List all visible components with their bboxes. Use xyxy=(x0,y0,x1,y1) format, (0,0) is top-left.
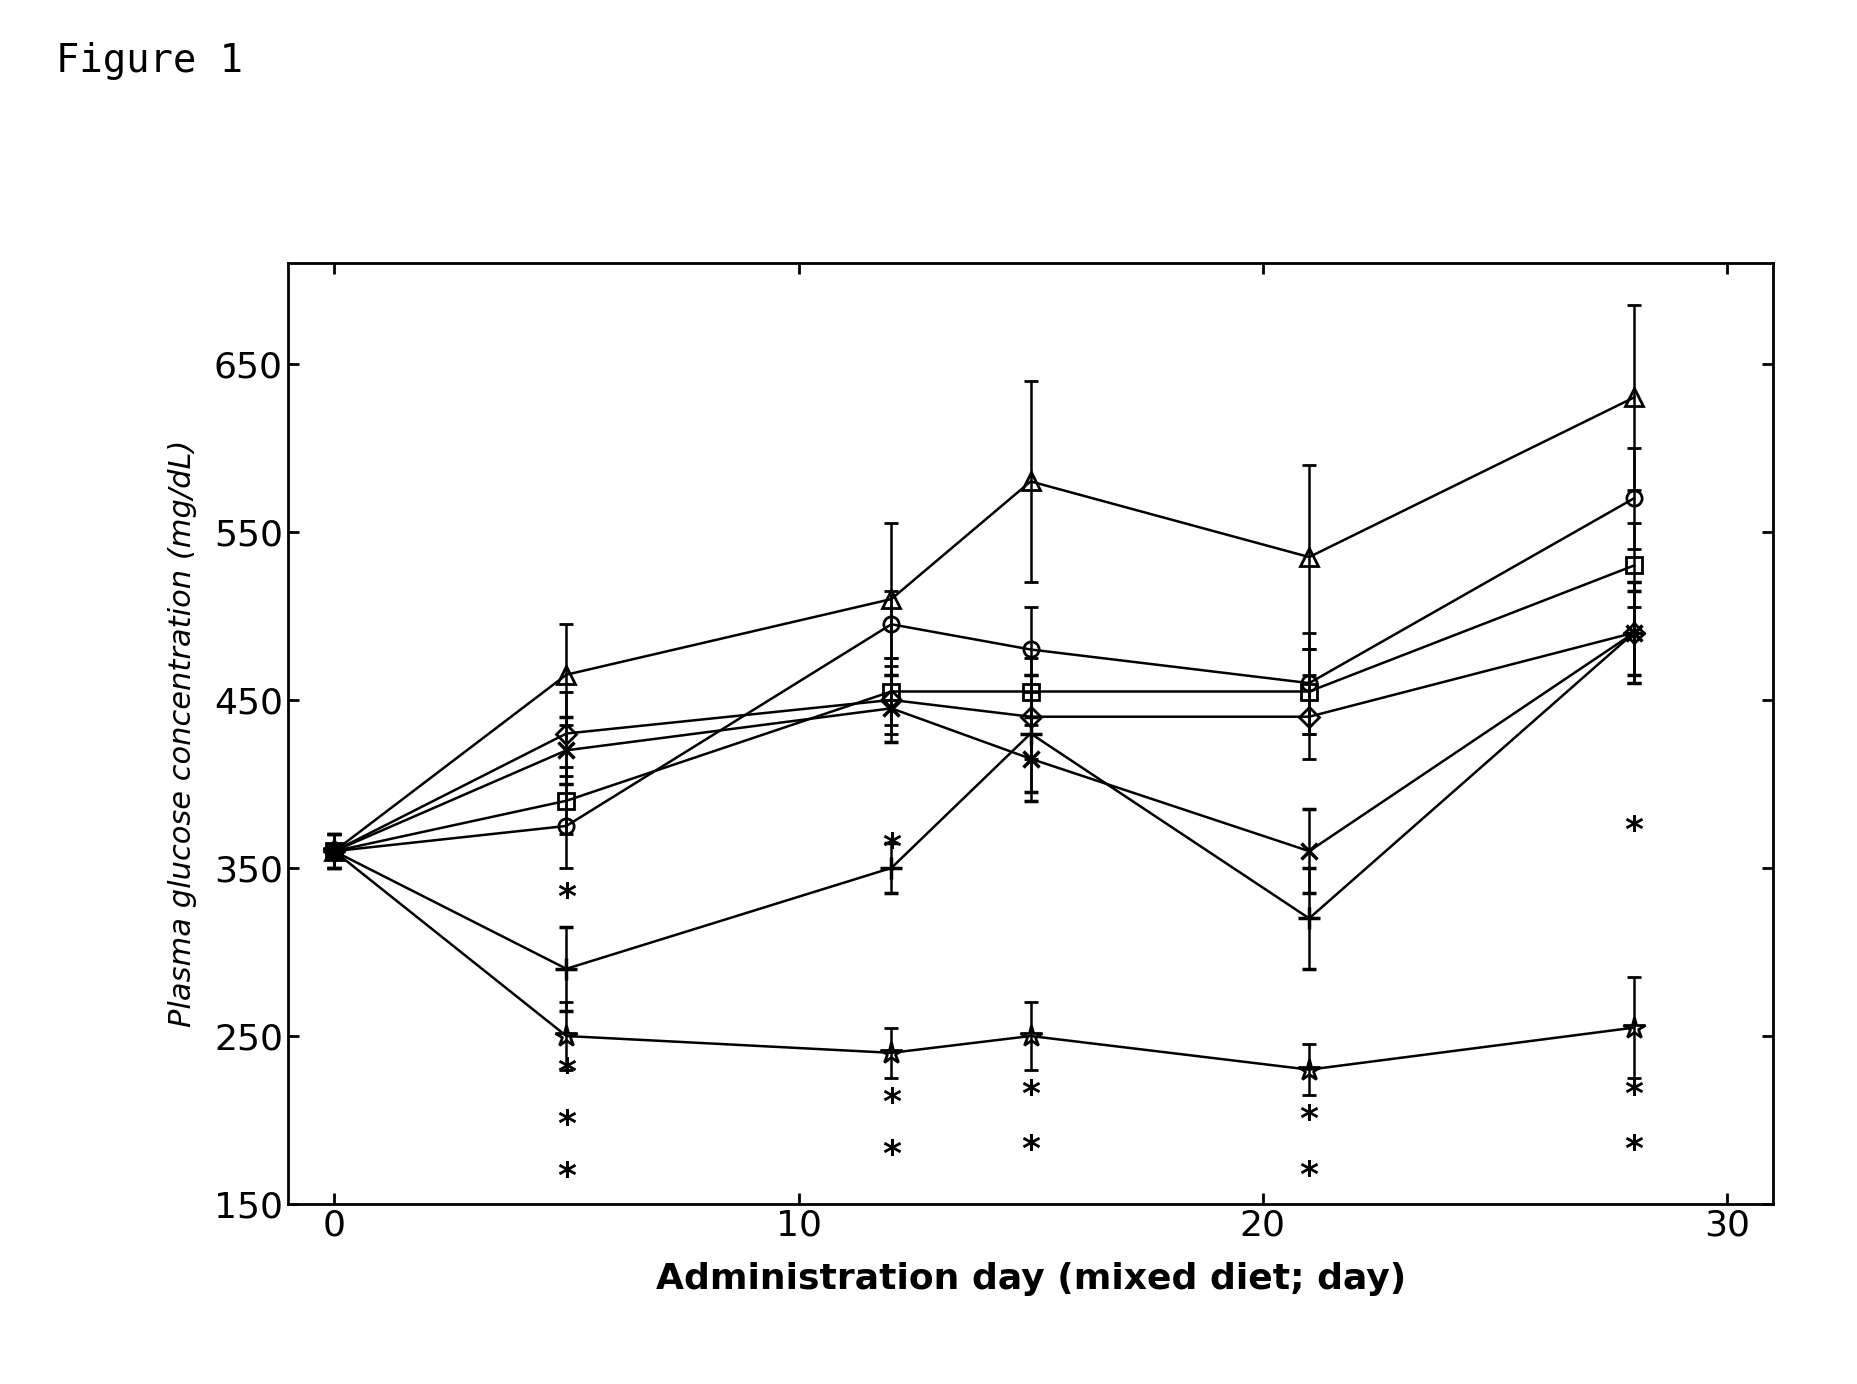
Text: *: * xyxy=(557,882,576,915)
Text: *: * xyxy=(557,1109,576,1142)
Text: *: * xyxy=(557,1056,576,1091)
Text: Figure 1: Figure 1 xyxy=(56,42,243,79)
Text: *: * xyxy=(1625,1078,1643,1111)
Text: *: * xyxy=(882,1086,901,1120)
Text: *: * xyxy=(1021,1078,1040,1111)
Text: *: * xyxy=(1300,1103,1318,1138)
X-axis label: Administration day (mixed diet; day): Administration day (mixed diet; day) xyxy=(656,1262,1406,1297)
Text: *: * xyxy=(1021,1133,1040,1167)
Text: *: * xyxy=(1300,1158,1318,1193)
Y-axis label: Plasma glucose concentration (mg/dL): Plasma glucose concentration (mg/dL) xyxy=(169,440,197,1027)
Text: *: * xyxy=(557,1160,576,1194)
Text: *: * xyxy=(1625,1133,1643,1167)
Text: *: * xyxy=(1625,814,1643,848)
Text: *: * xyxy=(882,1139,901,1172)
Text: *: * xyxy=(882,830,901,865)
